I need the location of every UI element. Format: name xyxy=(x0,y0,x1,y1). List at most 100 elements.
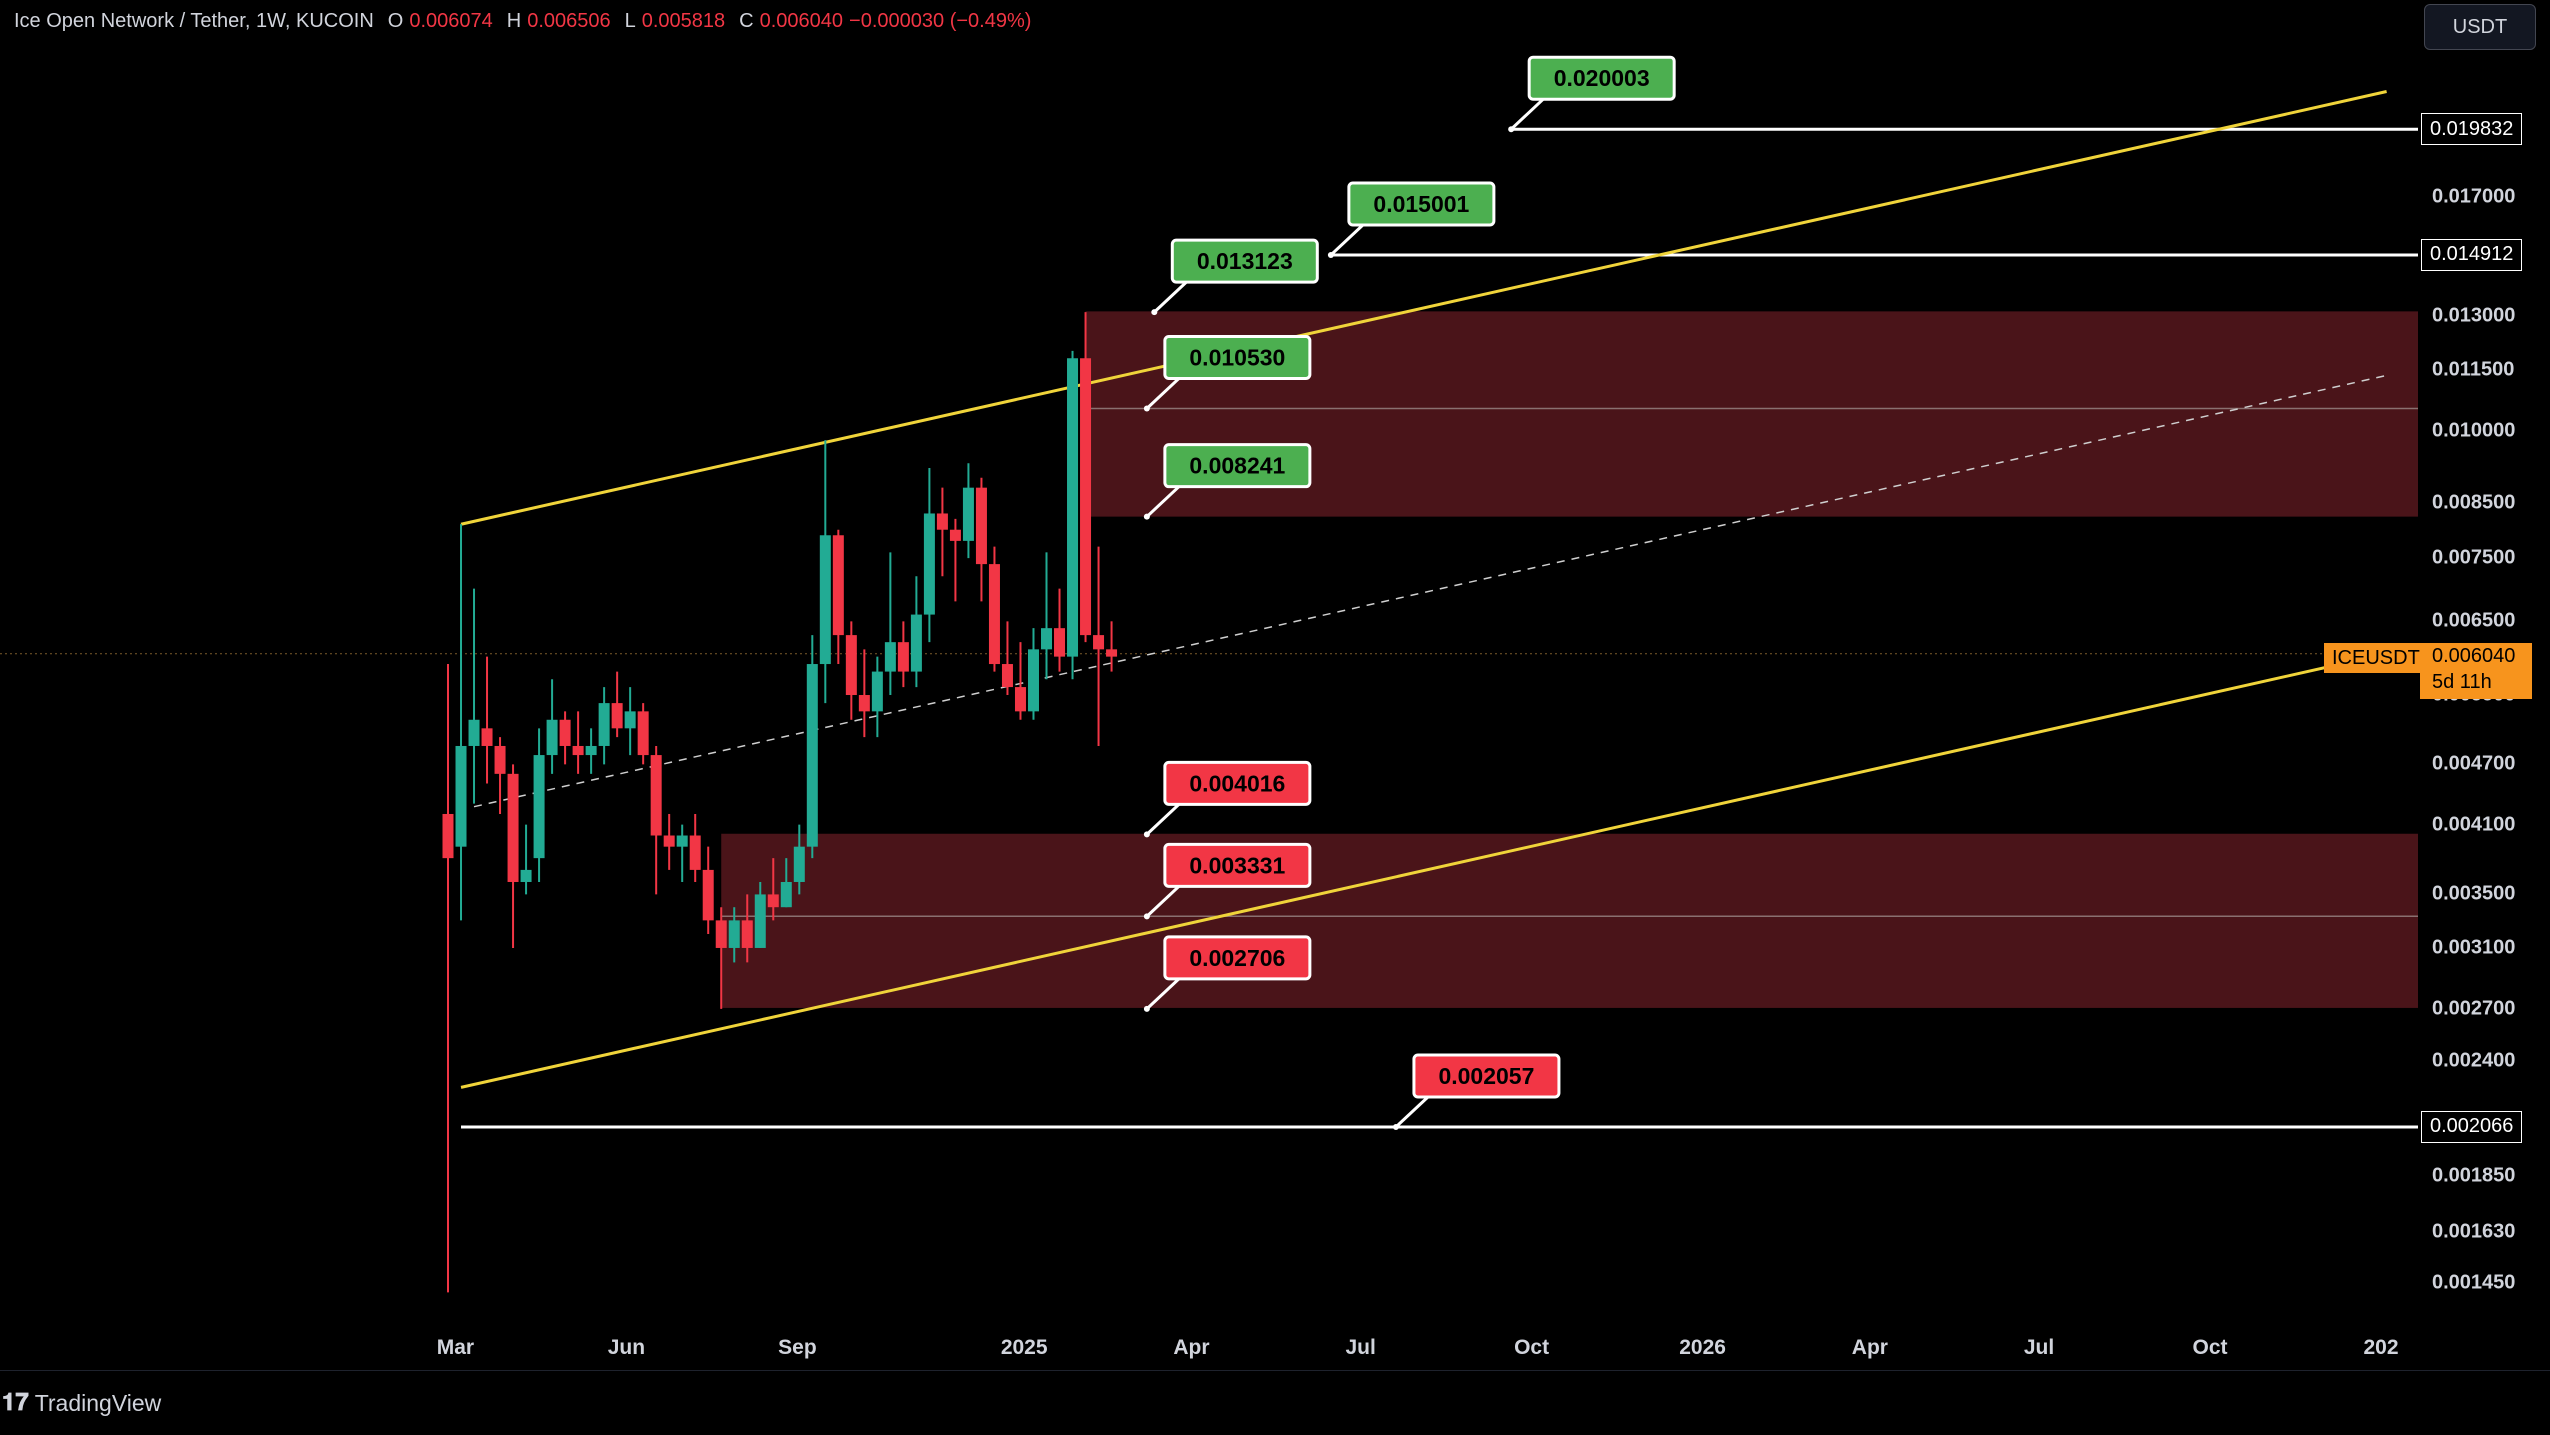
candle-body xyxy=(689,835,701,870)
target-box xyxy=(1412,1053,1561,1099)
candle-body xyxy=(975,487,987,565)
target-anchor-dot xyxy=(1143,831,1150,838)
support-zone xyxy=(721,833,2418,1008)
time-tick-label: Jul xyxy=(2023,1336,2055,1359)
target-callout: 0.015001 xyxy=(1327,181,1496,258)
candle-body xyxy=(676,835,688,847)
candle xyxy=(559,711,571,765)
candle xyxy=(1041,552,1052,680)
target-anchor-dot xyxy=(1143,405,1150,412)
target-box xyxy=(1347,181,1496,227)
candle xyxy=(1067,350,1079,680)
candle xyxy=(611,671,623,738)
target-pointer xyxy=(1145,377,1180,410)
low-label: L xyxy=(624,10,636,32)
low-value: 0.005818 xyxy=(641,10,726,32)
candle xyxy=(1001,621,1013,696)
candle xyxy=(923,468,935,643)
time-tick-label: Apr xyxy=(1173,1336,1210,1359)
candle xyxy=(572,711,584,774)
candle-body xyxy=(533,755,545,859)
candle-body xyxy=(1106,649,1118,657)
candle-body xyxy=(845,635,857,696)
price-chart[interactable]: 0.020003 0.015001 0.013123 0.010530 0.008241… xyxy=(0,0,2418,1370)
target-callout: 0.004016 xyxy=(1143,760,1312,838)
candle xyxy=(715,907,727,1009)
candle-body xyxy=(1054,628,1066,657)
target-pointer xyxy=(1145,885,1180,918)
last-price: 0.006040 xyxy=(2432,645,2516,667)
time-tick-label: Apr xyxy=(1851,1336,1888,1359)
candle-body xyxy=(1027,649,1039,712)
currency-button[interactable]: USDT xyxy=(2424,4,2536,50)
candle xyxy=(533,728,545,882)
target-label: 0.015001 xyxy=(1373,191,1469,217)
price-tick-label: 0.001630 xyxy=(2432,1220,2516,1243)
candle xyxy=(975,477,987,602)
target-label: 0.008241 xyxy=(1189,453,1285,479)
target-box xyxy=(1163,443,1312,489)
target-pointer xyxy=(1510,98,1545,131)
candle-body xyxy=(611,703,623,729)
candle-body xyxy=(546,719,558,756)
tradingview-logo[interactable]: 𝟏𝟕 TradingView xyxy=(2,1389,161,1417)
time-tick-label: Mar xyxy=(436,1336,475,1359)
symbol-title: Ice Open Network / Tether, 1W, KUCOIN xyxy=(14,10,374,32)
target-label: 0.004016 xyxy=(1189,770,1285,796)
target-anchor-dot xyxy=(1143,1005,1150,1012)
channel-middle-line xyxy=(473,374,2387,808)
candle-body xyxy=(455,745,467,847)
price-tick-label: 0.001850 xyxy=(2432,1164,2516,1187)
target-callout: 0.020003 xyxy=(1508,55,1676,133)
ticker-tag: ICEUSDT xyxy=(2324,643,2428,673)
candle-body xyxy=(442,813,454,859)
time-tick-label: Jul xyxy=(1345,1336,1376,1359)
price-tick-label: 0.003100 xyxy=(2432,936,2516,959)
candle-body xyxy=(1093,635,1105,650)
target-box xyxy=(1170,238,1319,284)
candle xyxy=(793,824,805,895)
time-tick-label: 2026 xyxy=(1679,1336,1726,1359)
candle xyxy=(585,728,597,774)
candle xyxy=(520,824,532,895)
price-tick-label: 0.002700 xyxy=(2432,997,2516,1020)
price-tick-label: 0.008500 xyxy=(2432,491,2516,514)
candle xyxy=(819,440,831,704)
target-pointer xyxy=(1145,977,1180,1010)
candle xyxy=(481,656,493,784)
candle-body xyxy=(702,869,714,921)
candle-body xyxy=(728,920,740,948)
candle xyxy=(871,656,883,738)
candle-body xyxy=(1001,664,1013,688)
target-label: 0.013123 xyxy=(1197,248,1293,274)
target-pointer xyxy=(1145,485,1180,518)
candle-body xyxy=(494,745,506,774)
target-label: 0.003331 xyxy=(1189,852,1285,878)
candle xyxy=(442,664,454,1293)
candle xyxy=(936,487,948,577)
candle-body xyxy=(936,513,948,530)
candle-body xyxy=(637,711,649,756)
channel-lower-line xyxy=(460,655,2374,1089)
candle xyxy=(676,824,688,882)
candle-body xyxy=(481,728,493,746)
candle-body xyxy=(832,535,844,636)
target-callout: 0.008241 xyxy=(1143,443,1312,520)
brand-name: TradingView xyxy=(34,1389,162,1416)
candle xyxy=(624,687,636,756)
tv-icon: 𝟏𝟕 xyxy=(2,1389,29,1416)
candle-body xyxy=(793,846,805,882)
target-pointer xyxy=(1145,803,1180,836)
candle xyxy=(702,846,714,934)
time-tick-label: Oct xyxy=(2192,1336,2228,1359)
candle xyxy=(767,858,779,921)
candle xyxy=(988,546,1000,672)
close-label: C xyxy=(739,10,754,32)
candle xyxy=(845,621,857,720)
candle xyxy=(832,529,844,665)
candle xyxy=(546,679,558,774)
channel-upper-line xyxy=(460,90,2387,526)
candle-body xyxy=(559,719,571,746)
price-axis[interactable]: 0.017000 0.013000 0.011500 0.010000 0.008500… xyxy=(2418,0,2550,1370)
